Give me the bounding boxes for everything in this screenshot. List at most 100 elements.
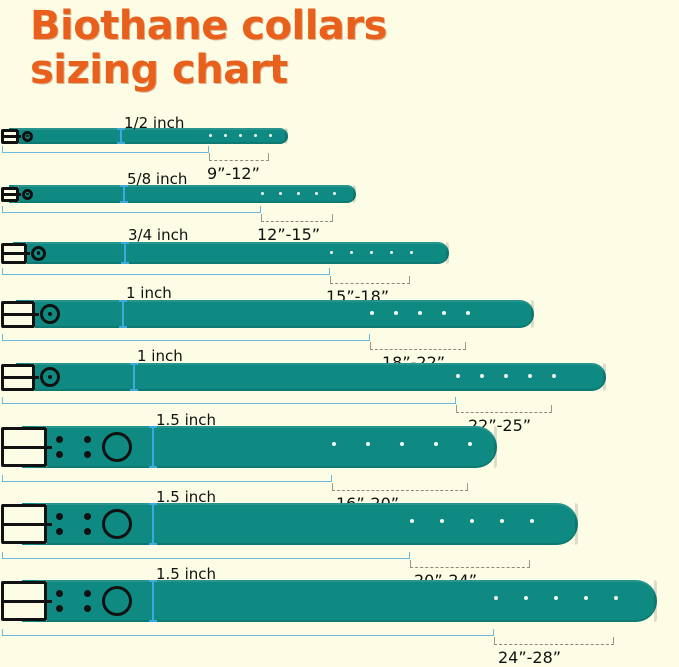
- buckle-rivet: [56, 451, 63, 458]
- range-tick-right: [551, 405, 552, 413]
- width-caliper: [130, 363, 138, 391]
- d-ring: [22, 188, 33, 200]
- d-ring: [102, 586, 132, 616]
- baseline-cap-left: [2, 475, 3, 482]
- width-caliper: [119, 300, 127, 328]
- punch-hole: [530, 519, 534, 523]
- measure-baseline: [2, 146, 209, 153]
- buckle-prong: [19, 192, 21, 196]
- range-tick-right: [465, 342, 466, 350]
- punch-hole: [350, 250, 353, 254]
- punch-hole: [410, 250, 413, 254]
- width-caliper: [120, 185, 128, 203]
- buckle-prong: [27, 251, 30, 255]
- punch-hole: [279, 191, 282, 195]
- buckle-center-bar: [4, 599, 44, 603]
- width-label: 1.5 inch: [156, 565, 217, 583]
- width-caliper: [149, 503, 157, 545]
- punch-hole: [470, 519, 474, 523]
- buckle-center-bar: [4, 522, 44, 526]
- buckle-center-bar: [4, 192, 16, 196]
- size-range-span: [209, 153, 269, 161]
- baseline-cap-left: [2, 397, 3, 404]
- d-ring-center: [47, 311, 53, 317]
- punch-hole: [552, 374, 556, 378]
- baseline-cap-right: [493, 629, 494, 636]
- range-tick-right: [268, 153, 269, 161]
- buckle-rivet: [56, 605, 63, 612]
- punch-hole: [370, 311, 374, 315]
- d-ring: [102, 432, 132, 462]
- width-caliper: [149, 580, 157, 622]
- buckle-prong: [47, 445, 52, 449]
- punch-hole: [466, 311, 470, 315]
- punch-hole: [332, 442, 336, 446]
- width-label: 3/4 inch: [128, 226, 189, 244]
- width-caliper: [117, 128, 125, 144]
- size-range-span: [330, 276, 410, 284]
- punch-hole: [440, 519, 444, 523]
- collar-rows: 1/2 inch 9”-12” 5/8 inch 12”-15” 3/4 inch 15”…: [1, 114, 657, 667]
- buckle-frame: [1, 363, 35, 391]
- range-tick-left: [456, 405, 457, 413]
- width-label: 1/2 inch: [124, 114, 185, 132]
- range-tick-right: [613, 637, 614, 645]
- d-ring-center: [26, 192, 29, 196]
- buckle-frame: [1, 186, 19, 202]
- collar-strap: [14, 128, 288, 144]
- punch-hole: [410, 519, 414, 523]
- buckle-center-bar: [4, 251, 24, 255]
- buckle-rivet: [84, 605, 91, 612]
- measure-baseline: [2, 475, 332, 482]
- punch-hole: [554, 596, 558, 600]
- punch-hole: [315, 191, 318, 195]
- size-range-span: [456, 405, 552, 413]
- punch-hole: [400, 442, 404, 446]
- punch-hole: [239, 133, 242, 137]
- collar-strap: [30, 363, 606, 391]
- collar-strap: [30, 300, 534, 328]
- measure-baseline: [2, 552, 410, 559]
- width-caliper: [121, 242, 129, 264]
- d-ring-center: [36, 251, 41, 255]
- baseline-cap-right: [409, 552, 410, 559]
- buckle-prong: [35, 375, 39, 379]
- width-label: 1.5 inch: [156, 488, 217, 506]
- buckle-rivet: [56, 436, 63, 443]
- buckle-frame: [1, 128, 19, 144]
- baseline-cap-right: [208, 146, 209, 153]
- punch-hole: [442, 311, 446, 315]
- buckle-center-bar: [4, 312, 32, 316]
- baseline-cap-right: [369, 334, 370, 341]
- baseline-cap-left: [2, 146, 3, 153]
- punch-hole: [394, 311, 398, 315]
- collar-strap: [36, 580, 657, 622]
- baseline-cap-right: [329, 268, 330, 275]
- width-label: 5/8 inch: [127, 170, 188, 188]
- d-ring: [40, 304, 60, 324]
- buckle-prong: [35, 312, 39, 316]
- collar-strap: [20, 242, 449, 264]
- range-tick-right: [332, 214, 333, 222]
- punch-hole: [494, 596, 498, 600]
- buckle-rivet: [84, 436, 91, 443]
- baseline-cap-right: [260, 206, 261, 213]
- buckle-frame: [1, 242, 27, 264]
- punch-hole: [456, 374, 460, 378]
- punch-hole: [390, 250, 393, 254]
- punch-hole: [333, 191, 336, 195]
- baseline-cap-left: [2, 334, 3, 341]
- measure-baseline: [2, 397, 456, 404]
- size-range-span: [261, 214, 333, 222]
- size-range-label: 12”-15”: [257, 225, 321, 244]
- buckle-center-bar: [4, 375, 32, 379]
- measure-baseline: [2, 206, 261, 213]
- width-label: 1 inch: [126, 284, 172, 302]
- size-range-span: [332, 483, 468, 491]
- buckle-frame: [1, 504, 47, 544]
- punch-hole: [366, 442, 370, 446]
- punch-hole: [330, 250, 333, 254]
- range-tick-left: [209, 153, 210, 161]
- d-ring: [102, 509, 132, 539]
- range-tick-right: [409, 276, 410, 284]
